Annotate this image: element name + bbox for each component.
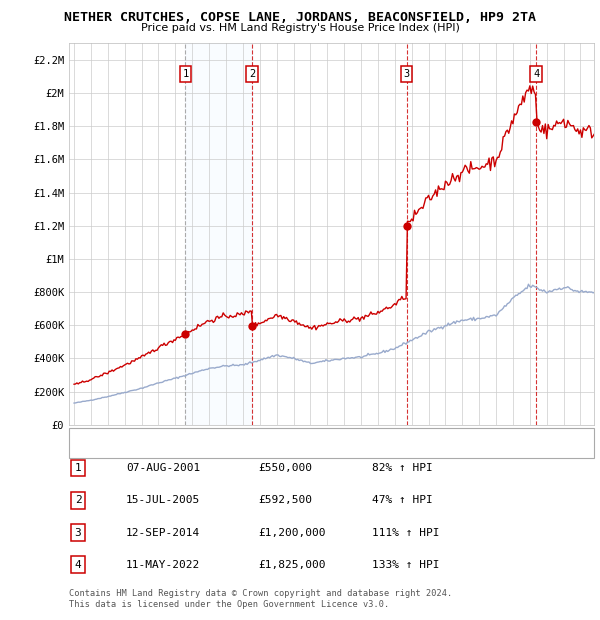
Text: 07-AUG-2001: 07-AUG-2001 (126, 463, 200, 473)
Text: 1: 1 (182, 69, 188, 79)
Text: 111% ↑ HPI: 111% ↑ HPI (372, 528, 439, 538)
Text: ────: ──── (78, 430, 108, 443)
Text: Price paid vs. HM Land Registry's House Price Index (HPI): Price paid vs. HM Land Registry's House … (140, 23, 460, 33)
Text: 2: 2 (74, 495, 82, 505)
Text: 4: 4 (74, 560, 82, 570)
Text: £550,000: £550,000 (258, 463, 312, 473)
Text: HPI: Average price, detached house, Buckinghamshire: HPI: Average price, detached house, Buck… (117, 445, 391, 454)
Text: 4: 4 (533, 69, 539, 79)
Text: 3: 3 (74, 528, 82, 538)
Text: 1: 1 (74, 463, 82, 473)
Text: 15-JUL-2005: 15-JUL-2005 (126, 495, 200, 505)
Text: ────: ──── (78, 443, 108, 456)
Text: 47% ↑ HPI: 47% ↑ HPI (372, 495, 433, 505)
Text: NETHER CRUTCHES, COPSE LANE, JORDANS, BEACONSFIELD, HP9 2TA (detached house): NETHER CRUTCHES, COPSE LANE, JORDANS, BE… (117, 432, 526, 441)
Text: £1,825,000: £1,825,000 (258, 560, 325, 570)
Text: 3: 3 (403, 69, 410, 79)
Text: Contains HM Land Registry data © Crown copyright and database right 2024.: Contains HM Land Registry data © Crown c… (69, 588, 452, 598)
Text: This data is licensed under the Open Government Licence v3.0.: This data is licensed under the Open Gov… (69, 600, 389, 609)
Text: 82% ↑ HPI: 82% ↑ HPI (372, 463, 433, 473)
Text: £592,500: £592,500 (258, 495, 312, 505)
Text: 133% ↑ HPI: 133% ↑ HPI (372, 560, 439, 570)
Text: £1,200,000: £1,200,000 (258, 528, 325, 538)
Text: 2: 2 (249, 69, 255, 79)
Text: NETHER CRUTCHES, COPSE LANE, JORDANS, BEACONSFIELD, HP9 2TA: NETHER CRUTCHES, COPSE LANE, JORDANS, BE… (64, 11, 536, 24)
Text: 12-SEP-2014: 12-SEP-2014 (126, 528, 200, 538)
Bar (185, 43, 252, 425)
Text: 11-MAY-2022: 11-MAY-2022 (126, 560, 200, 570)
